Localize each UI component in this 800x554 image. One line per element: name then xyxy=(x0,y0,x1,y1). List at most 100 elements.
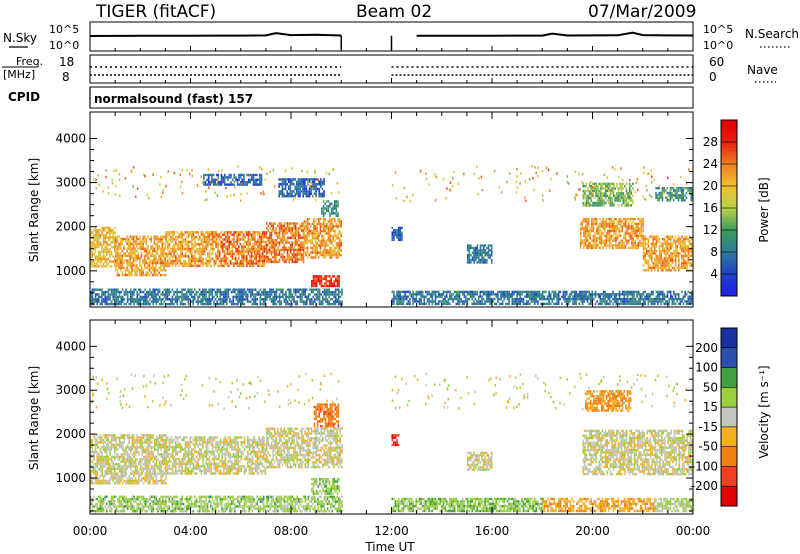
power-cell xyxy=(252,259,254,263)
power-cell xyxy=(294,236,297,240)
power-cell xyxy=(210,300,212,303)
power-cell xyxy=(522,300,525,303)
power-cell xyxy=(313,222,315,226)
power-cell xyxy=(238,245,240,248)
power-cell xyxy=(479,244,482,247)
power-cell xyxy=(252,178,255,181)
power-cell xyxy=(249,240,251,244)
power-cell xyxy=(330,222,333,226)
power-cell xyxy=(474,251,477,254)
power-cell xyxy=(471,297,474,301)
power-cell xyxy=(93,298,95,301)
power-cell xyxy=(93,290,95,294)
power-cell xyxy=(587,229,590,233)
power-cell xyxy=(575,290,578,294)
power-cell xyxy=(222,176,224,179)
power-cell xyxy=(514,297,517,301)
power-cell xyxy=(102,241,105,244)
power-cell xyxy=(476,249,479,252)
power-cell xyxy=(269,298,271,301)
power-cell xyxy=(236,247,238,251)
power-cell xyxy=(489,297,491,301)
power-cell xyxy=(613,227,616,230)
power-cell xyxy=(674,249,677,253)
power-cell xyxy=(170,290,172,294)
power-cell xyxy=(668,245,670,248)
power-cell xyxy=(116,240,119,243)
power-cell xyxy=(323,282,326,285)
power-cell xyxy=(212,173,215,177)
power-cell xyxy=(466,249,469,252)
power-cell xyxy=(96,229,98,232)
power-cell xyxy=(183,262,185,265)
power-cell xyxy=(228,247,230,251)
power-cell xyxy=(399,226,402,230)
power-cell xyxy=(583,297,586,301)
power-cell xyxy=(158,245,160,248)
power-cell xyxy=(278,224,281,228)
power-cell xyxy=(141,302,143,306)
power-cell xyxy=(138,288,140,291)
power-cell xyxy=(297,236,300,240)
power-cell xyxy=(581,222,584,226)
power-cell xyxy=(194,295,196,299)
power-cell xyxy=(98,255,100,258)
power-cell xyxy=(647,242,650,246)
power-cell xyxy=(431,300,434,303)
power-cell xyxy=(262,240,264,244)
power-cell xyxy=(254,262,256,265)
power-cell xyxy=(396,293,398,296)
power-cell xyxy=(155,293,158,296)
power-cell xyxy=(677,302,680,306)
power-cell xyxy=(556,300,558,303)
power-cell xyxy=(662,269,664,272)
power-cell xyxy=(621,220,624,223)
power-cell xyxy=(338,249,341,252)
power-cell xyxy=(647,249,650,253)
power-cell xyxy=(259,183,261,186)
power-cell xyxy=(151,259,154,262)
power-cell xyxy=(650,266,653,270)
power-cell xyxy=(663,302,666,306)
power-cell xyxy=(671,295,674,298)
power-cell xyxy=(621,241,624,245)
power-cell xyxy=(282,295,284,299)
power-cell xyxy=(302,185,304,188)
power-cell xyxy=(275,239,278,242)
power-cell xyxy=(293,231,295,235)
power-cell xyxy=(215,262,217,265)
power-cell xyxy=(121,266,124,270)
power-cell xyxy=(283,248,286,252)
power-cell xyxy=(532,293,534,296)
power-cell xyxy=(205,295,207,299)
power-cell xyxy=(223,233,226,236)
power-cell xyxy=(115,237,117,241)
power-cell xyxy=(489,293,491,296)
power-cell xyxy=(580,297,582,301)
power-cell xyxy=(557,297,560,301)
power-cell xyxy=(121,242,124,246)
power-cell xyxy=(652,302,654,306)
power-cell xyxy=(304,185,306,188)
power-cell xyxy=(332,212,334,215)
power-cell xyxy=(202,245,204,248)
power-cell xyxy=(415,297,418,301)
power-cell xyxy=(220,257,222,260)
power-cell xyxy=(436,302,438,306)
power-cell xyxy=(243,288,246,291)
power-cell xyxy=(639,220,641,223)
power-cell xyxy=(588,185,591,188)
power-cell xyxy=(165,238,167,241)
power-cell xyxy=(330,293,332,296)
power-cell xyxy=(173,302,175,306)
power-cell xyxy=(234,302,236,306)
power-cell xyxy=(592,204,594,207)
power-cell xyxy=(252,181,255,184)
power-cell xyxy=(244,240,246,244)
power-cell xyxy=(565,302,568,306)
power-cell xyxy=(311,249,314,252)
power-cell xyxy=(250,255,253,258)
power-cell xyxy=(313,232,315,235)
power-cell xyxy=(611,244,614,247)
power-cell xyxy=(337,253,339,257)
